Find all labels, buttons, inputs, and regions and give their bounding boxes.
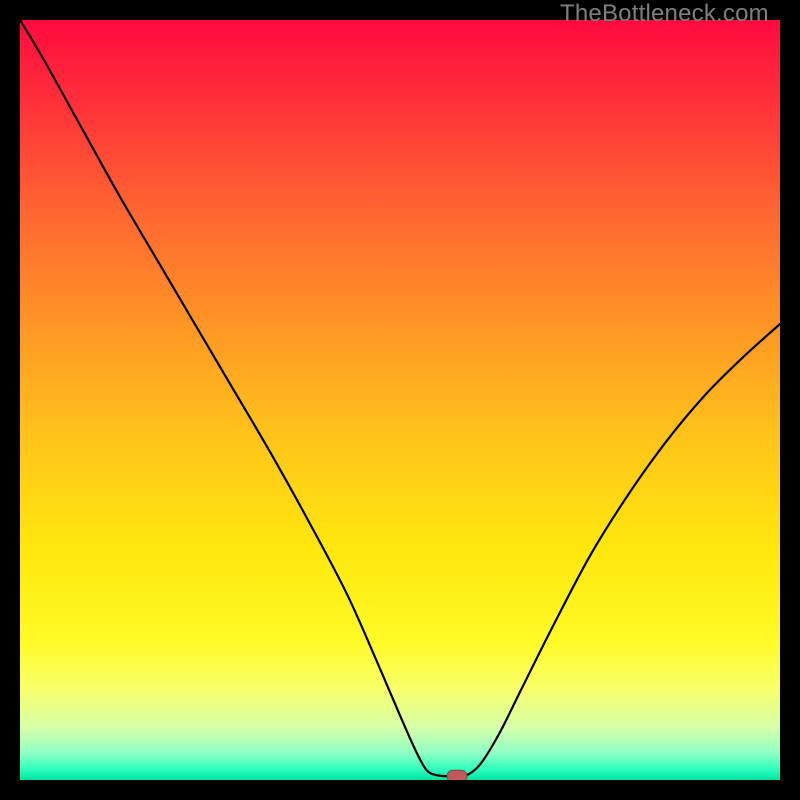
gradient-background xyxy=(20,20,780,780)
chart-svg xyxy=(20,20,780,780)
min-marker xyxy=(447,770,467,780)
chart-stage: TheBottleneck.com xyxy=(0,0,800,800)
watermark-text: TheBottleneck.com xyxy=(560,0,769,28)
plot-area xyxy=(20,20,780,780)
